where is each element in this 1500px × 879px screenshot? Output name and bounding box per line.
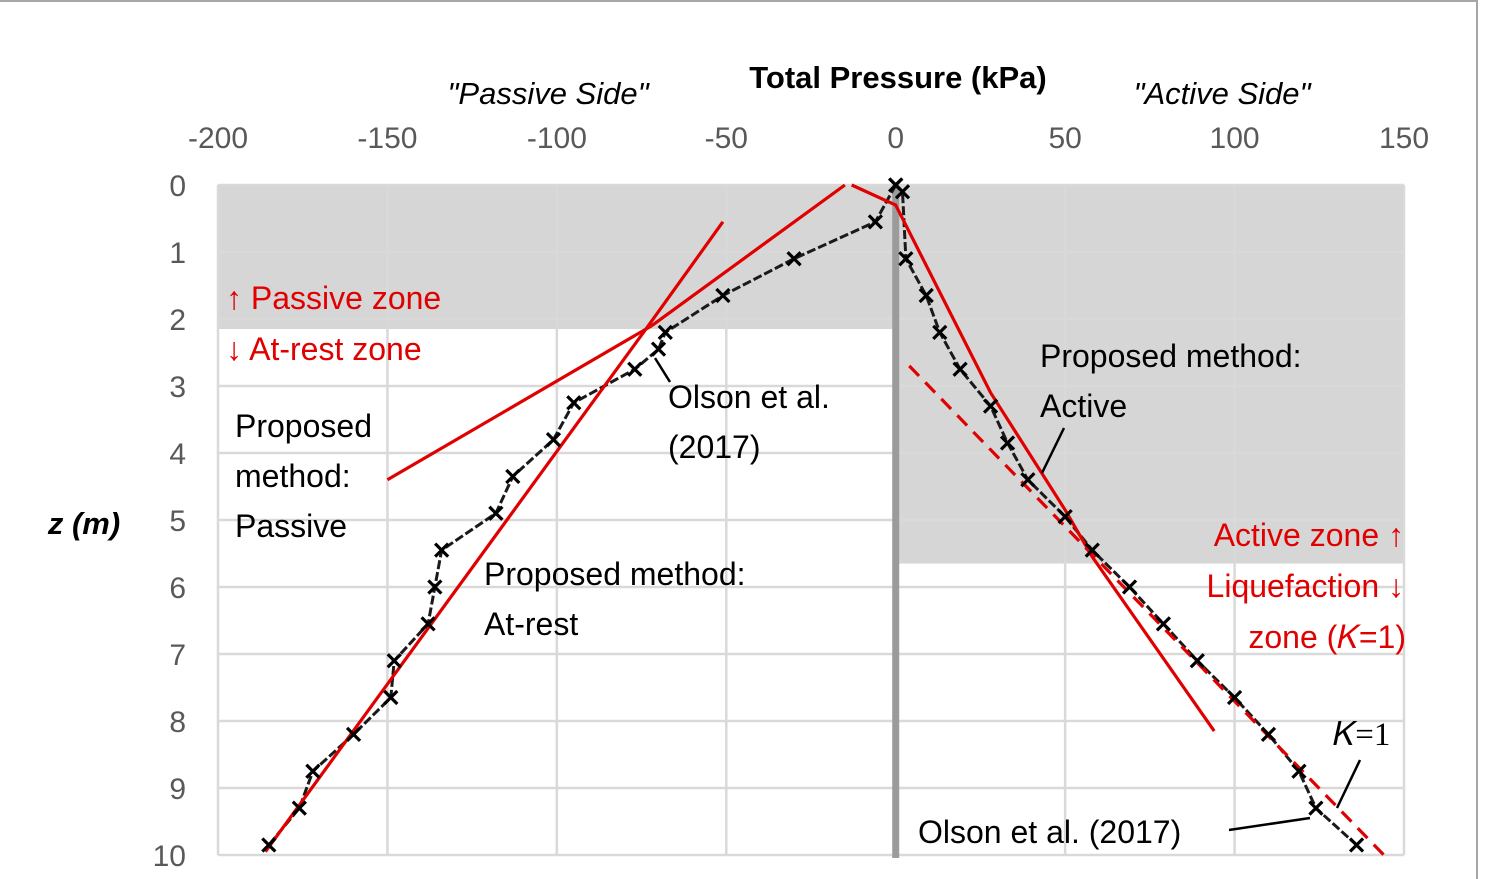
data-point-marker bbox=[386, 653, 402, 669]
data-point-marker bbox=[952, 361, 968, 377]
y-tick-label: 6 bbox=[169, 572, 186, 605]
data-point-marker bbox=[1155, 616, 1172, 632]
data-point-marker bbox=[1308, 800, 1324, 816]
chart-series bbox=[261, 177, 1389, 860]
prop-passive-label-1: Proposed bbox=[235, 408, 372, 444]
prop-active-leader bbox=[1040, 427, 1066, 474]
data-point-marker bbox=[627, 361, 643, 377]
data-point-marker bbox=[1226, 689, 1243, 706]
data-point-marker bbox=[1084, 542, 1100, 558]
series-line-proposed-method-passive-3 bbox=[386, 324, 653, 482]
x-tick-label: -100 bbox=[527, 122, 587, 155]
prop-active-label-1: Proposed method: bbox=[1040, 338, 1302, 374]
prop-atrest-label-2: At-rest bbox=[484, 606, 578, 642]
data-point-marker bbox=[545, 431, 562, 448]
y-tick-label: 4 bbox=[169, 438, 186, 471]
y-tick-label: 10 bbox=[153, 840, 186, 873]
series-line-proposed-method-passive-2 bbox=[650, 183, 846, 327]
active-zone-label: Active zone ↑ bbox=[1214, 517, 1404, 553]
chart-title: Total Pressure (kPa) bbox=[749, 60, 1046, 95]
liquefaction-zone-label-1: Liquefaction ↓ bbox=[1207, 568, 1404, 604]
k1-label: 𝐾=1 bbox=[1333, 717, 1390, 753]
data-point-marker bbox=[345, 726, 362, 743]
data-point-marker bbox=[715, 287, 731, 304]
y-axis-label: z (m) bbox=[47, 506, 120, 541]
y-tick-label: 3 bbox=[169, 371, 186, 404]
data-point-marker bbox=[1348, 837, 1365, 853]
data-point-marker bbox=[261, 837, 277, 853]
data-point-marker bbox=[1260, 726, 1277, 743]
active-side-label: "Active Side" bbox=[1133, 76, 1312, 111]
data-point-marker bbox=[867, 214, 884, 230]
data-point-marker bbox=[932, 324, 948, 341]
passive-zone-label: ↑ Passive zone bbox=[226, 280, 441, 316]
y-tick-label: 1 bbox=[169, 237, 186, 270]
liquefaction-zone-label-2: zone (𝐾=1) bbox=[1248, 619, 1406, 655]
data-point-marker bbox=[1020, 472, 1036, 488]
x-tick-label: -150 bbox=[357, 122, 417, 155]
olson-passive-label-1: Olson et al. bbox=[668, 379, 830, 415]
data-point-marker bbox=[383, 689, 399, 706]
olson-active-label: Olson et al. (2017) bbox=[918, 814, 1181, 850]
data-point-marker bbox=[505, 468, 521, 485]
data-point-marker bbox=[650, 341, 667, 357]
data-point-marker bbox=[305, 763, 321, 779]
zone-shading bbox=[218, 185, 1404, 564]
x-tick-label: 0 bbox=[887, 122, 904, 155]
data-point-marker bbox=[982, 398, 999, 414]
data-point-marker bbox=[1121, 579, 1138, 595]
x-tick-label: -50 bbox=[705, 122, 748, 155]
data-point-marker bbox=[1291, 763, 1307, 779]
x-tick-label: -200 bbox=[188, 122, 248, 155]
k1-leader bbox=[1335, 759, 1362, 809]
y-tick-label: 7 bbox=[169, 639, 186, 672]
y-tick-label: 2 bbox=[169, 304, 186, 337]
prop-passive-label-2: method: bbox=[235, 458, 351, 494]
olson-passive-label-2: (2017) bbox=[668, 429, 761, 465]
series-line-proposed-method-at-rest-4 bbox=[264, 220, 725, 853]
data-point-marker bbox=[894, 184, 911, 200]
x-tick-label: 100 bbox=[1210, 122, 1260, 155]
series-line-proposed-method-active-5 bbox=[850, 183, 1216, 732]
data-point-marker bbox=[420, 616, 436, 632]
data-point-marker bbox=[566, 395, 582, 411]
tick-labels: -200 -150 -100 -50 0 50 100 150 0 1 2 3 4 5 6 7 8 9 10 bbox=[153, 122, 1429, 873]
y-tick-label: 8 bbox=[169, 706, 186, 739]
data-point-marker bbox=[488, 505, 504, 521]
passive-side-label: "Passive Side" bbox=[447, 76, 650, 111]
prop-active-label-2: Active bbox=[1040, 388, 1127, 424]
data-point-marker bbox=[657, 324, 673, 341]
data-point-marker bbox=[1189, 653, 1205, 669]
atrest-zone-label: ↓ At-rest zone bbox=[226, 331, 422, 367]
data-point-marker bbox=[1057, 509, 1073, 525]
active-zone-shading bbox=[895, 185, 1404, 564]
y-tick-label: 9 bbox=[169, 773, 186, 806]
data-point-marker bbox=[898, 251, 914, 267]
grid-lines bbox=[216, 183, 1406, 858]
olson-active-leader bbox=[1228, 816, 1311, 832]
y-tick-label: 0 bbox=[169, 170, 186, 203]
x-tick-label: 50 bbox=[1048, 122, 1081, 155]
data-point-marker bbox=[786, 251, 802, 267]
data-point-marker bbox=[291, 800, 307, 816]
data-point-marker bbox=[427, 579, 443, 595]
x-tick-label: 150 bbox=[1379, 122, 1429, 155]
y-tick-label: 5 bbox=[169, 505, 186, 538]
olson-passive-leader bbox=[653, 357, 672, 383]
prop-passive-label-3: Passive bbox=[235, 508, 347, 544]
data-point-marker bbox=[918, 287, 934, 304]
data-point-marker bbox=[434, 542, 450, 558]
data-point-marker bbox=[999, 435, 1016, 451]
prop-atrest-label-1: Proposed method: bbox=[484, 556, 746, 592]
